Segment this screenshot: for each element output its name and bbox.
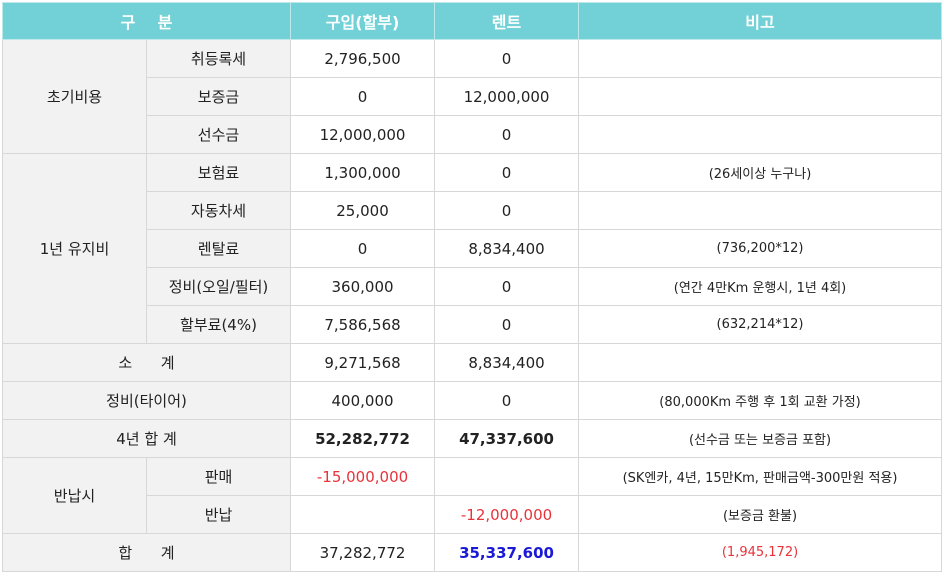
table-row: 할부료(4%) 7,586,568 0 (632,214*12) [3,305,943,344]
rent-value: 47,337,600 [434,419,580,458]
table-row: 초기비용 취등록세 2,796,500 0 [2,39,943,154]
purchase-value: 9,271,568 [290,343,436,382]
group-label-annual: 1년 유지비 [2,153,147,344]
rent-value: 8,834,400 [434,343,580,382]
table-row: 보증금 0 12,000,000 [3,77,943,116]
header-purchase: 구입(할부) [290,2,436,40]
purchase-value: 0 [290,77,436,116]
item-label: 렌탈료 [145,229,292,268]
tire-label: 정비(타이어) [1,381,292,420]
table-row: 정비(오일/필터) 360,000 0 (연간 4만Km 운행시, 1년 4회) [3,267,943,306]
header-rent: 렌트 [434,2,580,40]
item-label: 보험료 [145,153,292,192]
table-row: 1년 유지비 보험료 1,300,000 0 (26세이상 누구나) [2,153,943,344]
purchase-value: 0 [290,229,436,268]
note-cell [578,77,943,116]
rent-value: 0 [434,153,580,192]
purchase-value: 52,282,772 [290,419,436,458]
note-cell [578,191,943,230]
tire-row: 정비(타이어) 400,000 0 (80,000Km 주행 후 1회 교환 가… [1,381,943,420]
item-label: 정비(오일/필터) [145,267,292,306]
table-row: 렌탈료 0 8,834,400 (736,200*12) [3,229,943,268]
rent-value: 8,834,400 [434,229,580,268]
note-cell: (80,000Km 주행 후 1회 교환 가정) [578,381,943,420]
item-label: 자동차세 [145,191,292,230]
rent-value: 0 [434,305,580,344]
table-row: 자동차세 25,000 0 [3,191,943,230]
rent-value [434,457,580,496]
group-label-initial: 초기비용 [2,39,147,154]
item-label: 판매 [145,457,292,496]
grand-total-row: 합 계 37,282,772 35,337,600 (1,945,172) [1,533,943,572]
table-row: 반납시 판매 -15,000,000 (SK엔카, 4년, 15만Km, 판매금… [2,457,943,534]
item-label: 취등록세 [145,39,292,78]
rent-value: -12,000,000 [434,495,580,534]
rent-value: 12,000,000 [434,77,580,116]
purchase-value: 1,300,000 [290,153,436,192]
purchase-value: 2,796,500 [290,39,436,78]
rent-value: 35,337,600 [434,533,580,572]
note-cell: (736,200*12) [578,229,943,268]
item-label: 선수금 [145,115,292,154]
rent-value: 0 [434,39,580,78]
four-year-label: 4년 합 계 [1,419,292,458]
four-year-total-row: 4년 합 계 52,282,772 47,337,600 (선수금 또는 보증금… [1,419,943,458]
rent-value: 0 [434,381,580,420]
total-label: 합 계 [1,533,292,572]
header-row: 구 분 구입(할부) 렌트 비고 [1,2,943,40]
note-cell: (26세이상 누구나) [578,153,943,192]
subtotal-label: 소 계 [1,343,292,382]
item-label: 할부료(4%) [145,305,292,344]
subtotal-row: 소 계 9,271,568 8,834,400 [1,343,943,382]
item-label: 보증금 [145,77,292,116]
note-cell: (보증금 환불) [578,495,943,534]
purchase-value: 12,000,000 [290,115,436,154]
purchase-value [290,495,436,534]
note-cell: (선수금 또는 보증금 포함) [578,419,943,458]
note-cell: (연간 4만Km 운행시, 1년 4회) [578,267,943,306]
note-cell: (1,945,172) [578,533,943,572]
purchase-value: -15,000,000 [290,457,436,496]
table-row: 선수금 12,000,000 0 [3,115,943,154]
item-label: 반납 [145,495,292,534]
note-cell: (632,214*12) [578,305,943,344]
purchase-value: 360,000 [290,267,436,306]
note-cell [578,39,943,78]
purchase-value: 400,000 [290,381,436,420]
note-cell [578,343,943,382]
header-note: 비고 [578,2,943,40]
header-category: 구 분 [1,2,292,40]
purchase-value: 25,000 [290,191,436,230]
group-label-return: 반납시 [2,457,147,534]
rent-value: 0 [434,267,580,306]
rent-value: 0 [434,115,580,154]
note-cell [578,115,943,154]
purchase-value: 37,282,772 [290,533,436,572]
rent-value: 0 [434,191,580,230]
note-cell: (SK엔카, 4년, 15만Km, 판매금액-300만원 적용) [578,457,943,496]
purchase-value: 7,586,568 [290,305,436,344]
